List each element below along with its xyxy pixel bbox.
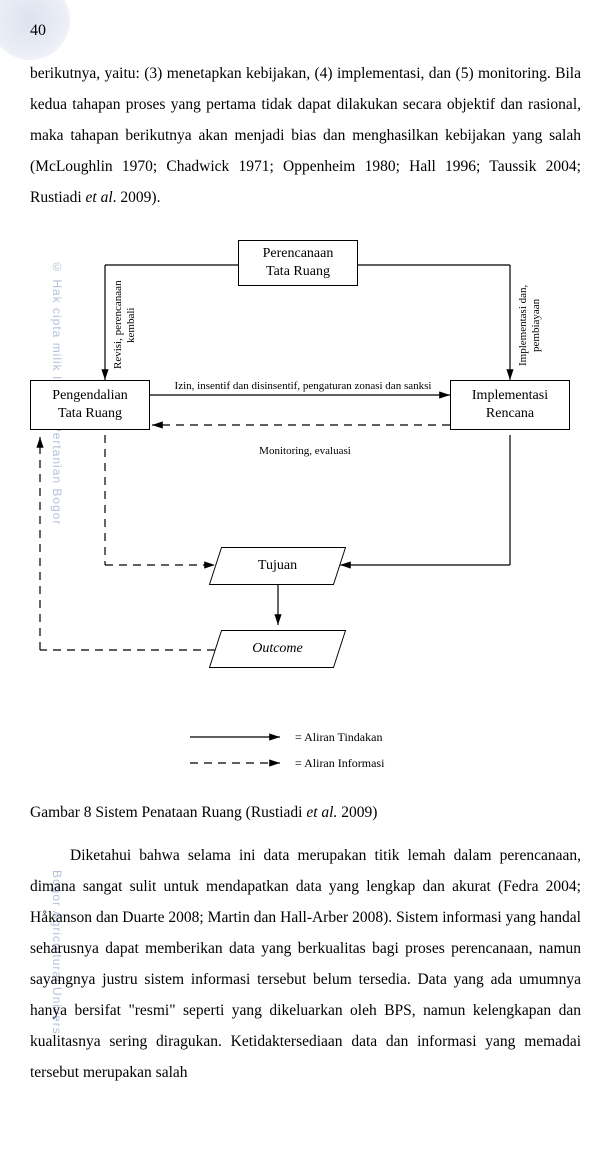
p1-etal: et al [86,189,113,206]
box-left-label: Pengendalian Tata Ruang [52,387,127,423]
legend-dash: = Aliran Informasi [295,756,384,771]
vlabel-right-text: Implementasi dan, pembiayaan [517,284,542,365]
p2-text: Diketahui bahwa selama ini data merupaka… [30,847,581,1081]
page-number: 40 [30,22,46,40]
paragraph-2: Diketahui bahwa selama ini data merupaka… [30,840,581,1088]
box-perencanaan: Perencanaan Tata Ruang [238,240,358,286]
box-right-label: Implementasi Rencana [472,387,548,423]
tujuan-label: Tujuan [258,558,297,574]
cap-pre: Gambar 8 Sistem Penataan Ruang (Rustiadi [30,804,306,821]
p1-post2: . 2009). [113,189,161,206]
diagram: Perencanaan Tata Ruang Pengendalian Tata… [20,235,590,795]
vlabel-right: Implementasi dan, pembiayaan [517,270,543,380]
box-outcome: Outcome [215,630,340,668]
box-implementasi: Implementasi Rencana [450,380,570,430]
box-pengendalian: Pengendalian Tata Ruang [30,380,150,430]
hlabel-top: Izin, insentif dan disinsentif, pengatur… [158,380,448,392]
p1-pre: berikutnya, yaitu: (3) menetapkan kebija… [30,65,306,82]
diagram-svg [20,235,590,795]
cap-post: 2009) [337,804,377,821]
box-top-label: Perencanaan Tata Ruang [263,245,334,281]
vlabel-left: Revisi, perencanaan kembali [112,275,138,375]
paragraph-1: berikutnya, yaitu: (3) menetapkan kebija… [30,58,581,213]
hlabel-mid: Monitoring, evaluasi [220,445,390,457]
cap-etal: et al. [306,804,337,821]
legend-solid: = Aliran Tindakan [295,730,382,745]
box-tujuan: Tujuan [215,547,340,585]
vlabel-left-text: Revisi, perencanaan kembali [112,281,137,370]
figure-caption: Gambar 8 Sistem Penataan Ruang (Rustiadi… [30,804,581,822]
outcome-label: Outcome [252,641,303,657]
p1-post: (4) implementasi, dan (5) monitoring. Bi… [30,65,581,206]
